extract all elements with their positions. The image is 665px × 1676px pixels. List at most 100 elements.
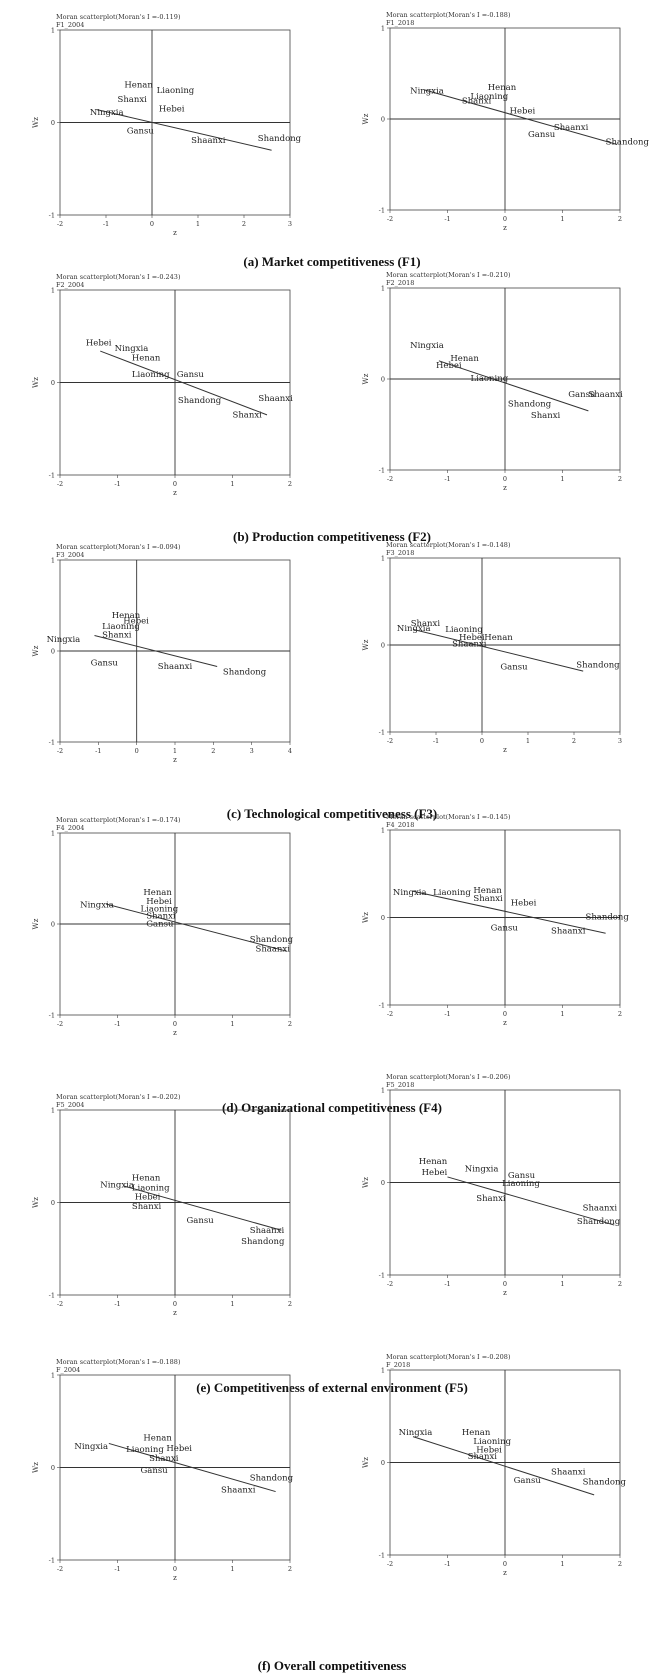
point-label-liaoning: Liaoning [126,1445,164,1455]
x-axis-label: z [503,1569,507,1577]
x-tick-label: 2 [288,1020,292,1028]
x-axis-label: z [173,489,177,497]
plot-subtitle: F3_2004 [56,551,84,559]
y-tick-label: 1 [51,557,55,565]
plot-f2-2018: Moran scatterplot(Moran's I =-0.210)F2_2… [362,271,623,492]
plot-f5-2004: Moran scatterplot(Moran's I =-0.202)F5_2… [32,1093,292,1317]
y-tick-label: 0 [51,648,55,656]
x-tick-label: 1 [230,1300,234,1308]
point-label-shandong: Shandong [241,1237,285,1247]
plot-f5-2018: Moran scatterplot(Moran's I =-0.206)F5_2… [362,1073,622,1297]
regression-line [96,109,272,151]
x-tick-label: 2 [618,475,622,483]
y-tick-label: -1 [379,729,385,737]
point-label-shandong: Shandong [577,1217,621,1227]
y-tick-label: 0 [381,1179,385,1187]
point-label-shaanxi: Shaanxi [258,394,293,404]
point-label-hebei: Hebei [511,898,537,908]
x-axis-label: z [503,224,507,232]
point-label-shanxi: Shanxi [462,97,492,107]
y-tick-label: 0 [51,1464,55,1472]
point-label-shanxi: Shanxi [132,1202,162,1212]
regression-line [412,890,606,934]
y-tick-label: 1 [51,830,55,838]
y-tick-label: 1 [51,1372,55,1380]
y-tick-label: 1 [381,25,385,33]
x-axis-label: z [503,1289,507,1297]
x-tick-label: 1 [230,1020,234,1028]
y-tick-label: -1 [49,739,55,747]
y-tick-label: -1 [379,1002,385,1010]
y-tick-label: 0 [381,376,385,384]
point-label-ningxia: Ningxia [393,888,427,898]
y-tick-label: -1 [49,1557,55,1565]
point-label-shandong: Shandong [250,1473,294,1483]
y-axis-label: Wz [32,645,40,656]
x-axis-label: z [173,1574,177,1582]
plot-f3-2004: Moran scatterplot(Moran's I =-0.094)F3_2… [32,543,292,764]
point-label-hebei: Hebei [86,339,112,349]
point-label-gansu: Gansu [146,920,174,930]
point-label-henan: Henan [484,633,513,643]
x-tick-label: -1 [433,737,439,745]
x-tick-label: 2 [242,220,246,228]
x-tick-label: 0 [150,220,154,228]
plot-header: Moran scatterplot(Moran's I =-0.094) [56,543,181,551]
point-label-hebei: Hebei [135,1193,161,1203]
plot-f3-2018: Moran scatterplot(Moran's I =-0.148)F3_2… [362,541,622,754]
point-label-ningxia: Ningxia [465,1164,499,1174]
y-tick-label: -1 [49,1012,55,1020]
y-axis-label: Wz [362,639,370,650]
panel-row-f: Moran scatterplot(Moran's I =-0.188)F_20… [32,1353,626,1673]
x-tick-label: 4 [288,747,292,755]
plot-header: Moran scatterplot(Moran's I =-0.208) [386,1353,511,1361]
x-tick-label: -1 [444,215,450,223]
plot-subtitle: F_2004 [56,1366,80,1374]
x-tick-label: -2 [57,220,63,228]
point-label-shandong: Shandong [576,661,620,671]
x-tick-label: -1 [95,747,101,755]
regression-line [412,1436,595,1496]
x-tick-label: -1 [114,480,120,488]
x-tick-label: 1 [173,747,177,755]
y-tick-label: 1 [381,827,385,835]
caption-a: (a) Market competitiveness (F1) [243,254,420,269]
point-label-gansu: Gansu [514,1476,542,1486]
point-label-gansu: Gansu [91,659,119,669]
x-tick-label: -2 [387,1010,393,1018]
y-tick-label: 1 [381,1367,385,1375]
point-label-gansu: Gansu [177,370,205,380]
plot-f-2004: Moran scatterplot(Moran's I =-0.188)F_20… [32,1358,294,1582]
x-tick-label: 1 [560,475,564,483]
point-label-hebei: Hebei [459,633,485,643]
panel-row-a: Moran scatterplot(Moran's I =-0.119)F1_2… [32,11,649,269]
point-label-gansu: Gansu [568,390,596,400]
point-label-hebei: Hebei [510,107,536,117]
point-label-liaoning: Liaoning [471,92,509,102]
x-tick-label: 0 [503,215,507,223]
point-label-ningxia: Ningxia [410,341,444,351]
x-tick-label: -2 [57,480,63,488]
plot-header: Moran scatterplot(Moran's I =-0.119) [56,13,181,21]
y-axis-label: Wz [362,113,370,124]
plot-header: Moran scatterplot(Moran's I =-0.188) [56,1358,181,1366]
y-axis-label: Wz [362,912,370,923]
y-tick-label: -1 [379,1272,385,1280]
x-tick-label: 0 [173,480,177,488]
plot-header: Moran scatterplot(Moran's I =-0.206) [386,1073,511,1081]
regression-line [123,1185,282,1231]
x-tick-label: 2 [572,737,576,745]
caption-b: (b) Production competitiveness (F2) [233,529,431,544]
x-tick-label: 0 [135,747,139,755]
plot-subtitle: F5_2018 [386,1081,414,1089]
y-tick-label: 1 [51,287,55,295]
y-axis-label: Wz [362,373,370,384]
y-axis-label: Wz [32,1197,40,1208]
point-label-shaanxi: Shaanxi [250,1226,285,1236]
point-label-shaanxi: Shaanxi [551,926,586,936]
point-label-liaoning: Liaoning [132,1183,170,1193]
point-label-shanxi: Shanxi [468,1452,498,1462]
point-label-shanxi: Shanxi [233,411,263,421]
point-label-shanxi: Shanxi [411,619,441,629]
point-label-hebei: Hebei [123,617,149,627]
